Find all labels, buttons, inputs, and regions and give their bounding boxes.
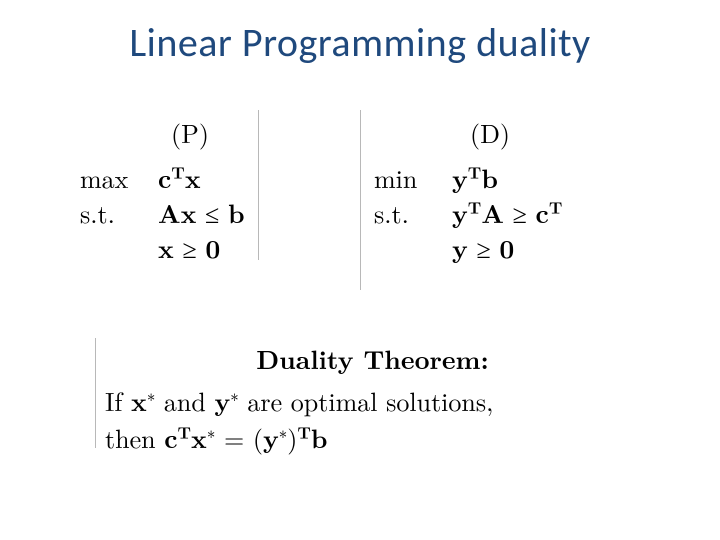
primal-objective: cTx xyxy=(158,160,201,195)
page-title: Linear Programming duality xyxy=(0,18,720,67)
theorem-line-1: If x∗ and y∗ are optimal solutions, xyxy=(105,382,640,420)
dual-st: s.t. xyxy=(374,195,452,230)
dual-label: (D) xyxy=(360,115,620,150)
primal-divider xyxy=(258,110,259,260)
duality-theorem: Duality Theorem: If x∗ and y∗ are optima… xyxy=(105,340,640,457)
dual-objective: yTb xyxy=(452,160,498,195)
dual-divider xyxy=(360,110,361,290)
primal-st: s.t. xyxy=(80,195,158,230)
primal-max: max xyxy=(80,160,158,195)
theorem-line-2: then cTx∗ = (y∗)Tb xyxy=(105,419,640,457)
primal-constraint-1: Ax ≤ b xyxy=(158,195,245,230)
slide: Linear Programming duality (P) max cTx s… xyxy=(0,0,720,540)
dual-constraint-2: y ≥ 0 xyxy=(452,230,514,265)
primal-constraint-2: x ≥ 0 xyxy=(158,230,220,265)
primal-block: (P) max cTx s.t. Ax ≤ b x ≥ 0 xyxy=(80,115,300,265)
dual-constraint-1: yTA ≥ cT xyxy=(452,195,562,230)
primal-label: (P) xyxy=(80,115,300,150)
title-text: Linear Programming duality xyxy=(129,18,590,67)
theorem-heading: Duality Theorem: xyxy=(105,340,640,378)
dual-block: (D) min yTb s.t. yTA ≥ cT xyxy=(360,115,620,265)
theorem-divider xyxy=(95,338,96,448)
dual-min: min xyxy=(374,160,452,195)
math-row: (P) max cTx s.t. Ax ≤ b x ≥ 0 xyxy=(80,115,650,265)
